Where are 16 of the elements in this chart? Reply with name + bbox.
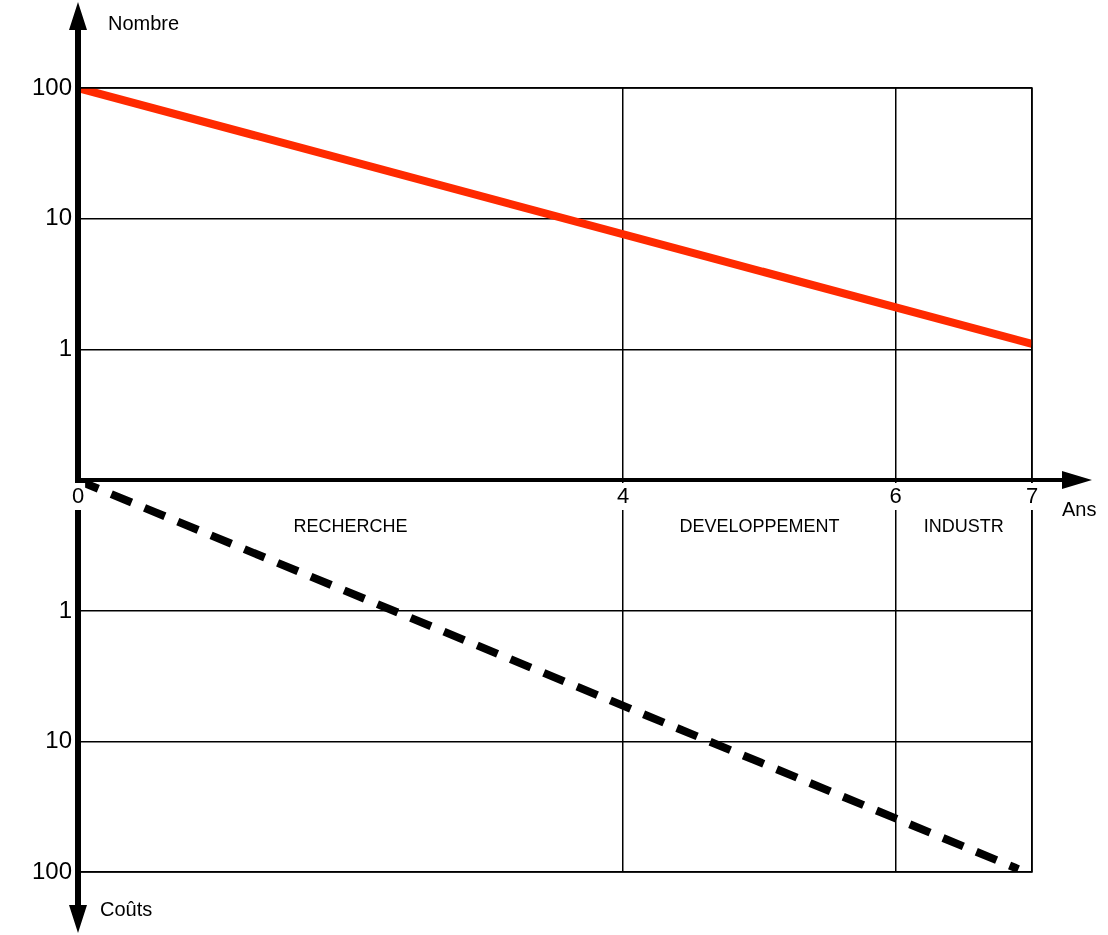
y-tick-label: 10 [45,203,72,231]
x-tick-label: 4 [617,483,630,509]
text: Coûts [100,897,153,920]
y-tick-label: 100 [31,72,72,100]
y-tick-label: 100 [31,856,72,884]
x-tick-label: 7 [1025,483,1039,509]
annotation: DEVELOPPEMENT [679,516,840,537]
x-tick-label: 0 [71,483,85,509]
y-tick-label: 1 [58,595,72,623]
y-axis-title: Nombre [108,11,180,34]
annotation: RECHERCHE [293,516,408,537]
annotation: INDUSTR [923,516,1004,537]
y-tick-label: 10 [45,726,72,754]
y-tick-label: 1 [58,333,72,361]
x-axis-title: Ans [1062,497,1097,520]
x-tick-label: 6 [889,483,902,509]
